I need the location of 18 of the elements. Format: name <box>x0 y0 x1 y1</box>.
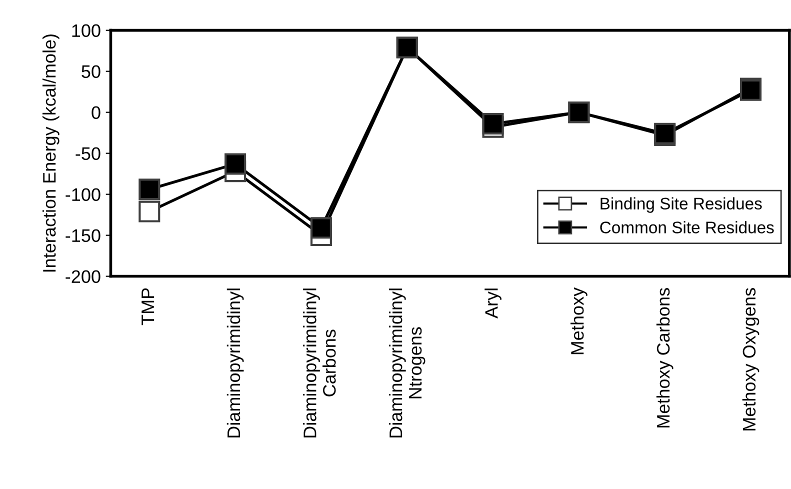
x-tick-label: Methoxy Carbons <box>656 288 674 428</box>
y-tick-label: -100 <box>66 188 100 202</box>
y-tick-label: 50 <box>82 65 100 78</box>
x-tick-label: TMP <box>142 288 154 326</box>
x-tick-label: Methoxy Oxygens <box>742 288 760 430</box>
y-tick-label: -50 <box>76 147 100 160</box>
x-tick-label: Aryl <box>484 288 502 318</box>
y-tick-label: 100 <box>72 24 100 38</box>
x-tick-label: Methoxy <box>570 287 588 354</box>
legend-label: Common Site Residues <box>600 221 774 234</box>
y-tick-label: -200 <box>66 270 100 284</box>
y-tick-label: -150 <box>66 229 100 242</box>
y-tick-label: 0 <box>92 106 100 120</box>
y-axis-title: Interaction Energy (kcal/mole) <box>42 34 60 272</box>
x-tick-label: Diaminopyrimidinyl Ntrogens <box>388 288 426 438</box>
x-tick-label: Diaminopyrimidinyl Carbons <box>303 288 336 438</box>
x-tick-label: Diaminopyrimidinyl <box>226 288 244 438</box>
legend-label: Binding Site Residues <box>600 197 762 213</box>
